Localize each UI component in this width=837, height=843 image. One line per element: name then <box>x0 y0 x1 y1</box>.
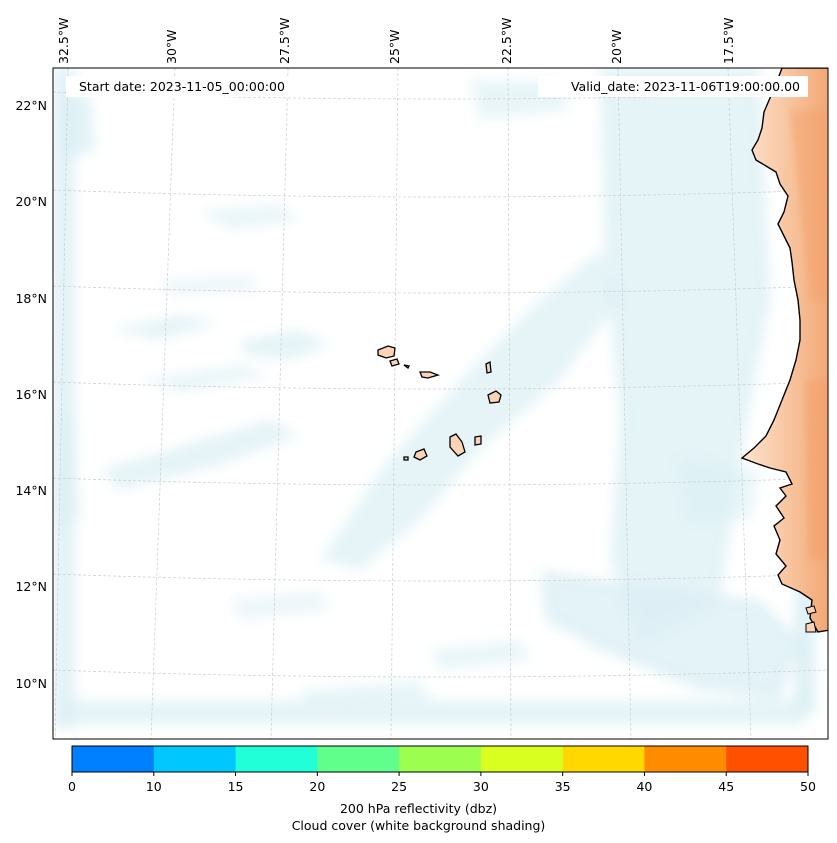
lat-label-12n: 12°N <box>15 579 47 594</box>
bijagos-islands-2 <box>805 621 817 633</box>
colorbar-tick-label: 45 <box>718 779 734 794</box>
lon-label-27-5w: 27.5°W <box>277 18 292 64</box>
colorbar-swatch-40-45 <box>644 746 727 772</box>
latitude-labels: 22°N 20°N 18°N 16°N 14°N 12°N 10°N <box>15 98 47 691</box>
colorbar-tick-label: 30 <box>473 779 489 794</box>
colorbar-swatch-45-50 <box>726 746 809 772</box>
colorbar-swatch-30-35 <box>480 746 564 772</box>
colorbar-swatch-0-10 <box>72 746 155 772</box>
colorbar-swatch-10-15 <box>153 746 237 772</box>
colorbar-swatch-35-40 <box>562 746 645 772</box>
land-shading-south <box>805 380 828 560</box>
lat-label-18n: 18°N <box>15 291 47 306</box>
lon-label-30w: 30°W <box>164 29 179 64</box>
colorbar-tick-label: 40 <box>636 779 652 794</box>
lat-label-14n: 14°N <box>15 483 47 498</box>
lat-label-16n: 16°N <box>15 387 47 402</box>
colorbar-tick-label: 35 <box>555 779 571 794</box>
lon-label-25w: 25°W <box>387 29 402 64</box>
lon-label-20w: 20°W <box>609 29 624 64</box>
graticule <box>53 68 828 739</box>
lon-label-17-5w: 17.5°W <box>721 18 736 64</box>
colorbar-label-cloud-cover: Cloud cover (white background shading) <box>291 818 546 833</box>
colorbar-tick-label: 25 <box>391 779 407 794</box>
start-date-label: Start date: 2023-11-05_00:00:00 <box>79 79 285 94</box>
cape-verde-islands <box>377 345 502 461</box>
valid-date-box <box>538 76 808 97</box>
lon-label-32-5w: 32.5°W <box>56 18 71 64</box>
colorbar-tick-label: 0 <box>68 779 76 794</box>
colorbar: 0 10 15 20 25 30 35 40 45 50 <box>68 745 816 794</box>
start-date-box <box>66 76 316 97</box>
lat-label-22n: 22°N <box>15 98 47 113</box>
lon-label-22-5w: 22.5°W <box>499 18 514 64</box>
colorbar-swatch-15-20 <box>235 746 318 772</box>
colorbar-frame <box>71 745 809 773</box>
longitude-labels: 32.5°W 30°W 27.5°W 25°W 22.5°W 20°W 17.5… <box>56 18 736 64</box>
lat-label-10n: 10°N <box>15 676 47 691</box>
colorbar-swatch-25-30 <box>399 746 482 772</box>
colorbar-tick-label: 10 <box>146 779 162 794</box>
lat-label-20n: 20°N <box>15 194 47 209</box>
colorbar-swatch-20-25 <box>317 746 400 772</box>
colorbar-tick-label: 15 <box>228 779 244 794</box>
colorbar-tick-label: 50 <box>800 779 816 794</box>
valid-date-label: Valid_date: 2023-11-06T19:00:00.00 <box>571 79 800 94</box>
land-shading <box>790 110 828 300</box>
bijagos-islands <box>805 605 817 615</box>
colorbar-label-reflectivity: 200 hPa reflectivity (dbz) <box>339 801 498 816</box>
map-frame <box>52 67 829 740</box>
colorbar-tick-label: 20 <box>309 779 325 794</box>
